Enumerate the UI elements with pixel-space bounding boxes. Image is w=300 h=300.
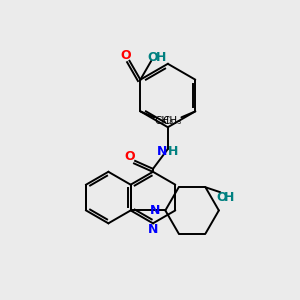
Text: N: N <box>148 223 158 236</box>
Text: N: N <box>157 146 167 158</box>
Text: H: H <box>224 191 234 204</box>
Text: O: O <box>216 191 226 204</box>
Text: O: O <box>147 51 158 64</box>
Text: H: H <box>156 51 166 64</box>
Text: N: N <box>150 204 160 217</box>
Text: CH₃: CH₃ <box>162 116 182 126</box>
Text: O: O <box>120 49 131 62</box>
Text: O: O <box>125 150 136 164</box>
Text: H: H <box>168 146 178 158</box>
Text: CH₃: CH₃ <box>154 116 173 126</box>
